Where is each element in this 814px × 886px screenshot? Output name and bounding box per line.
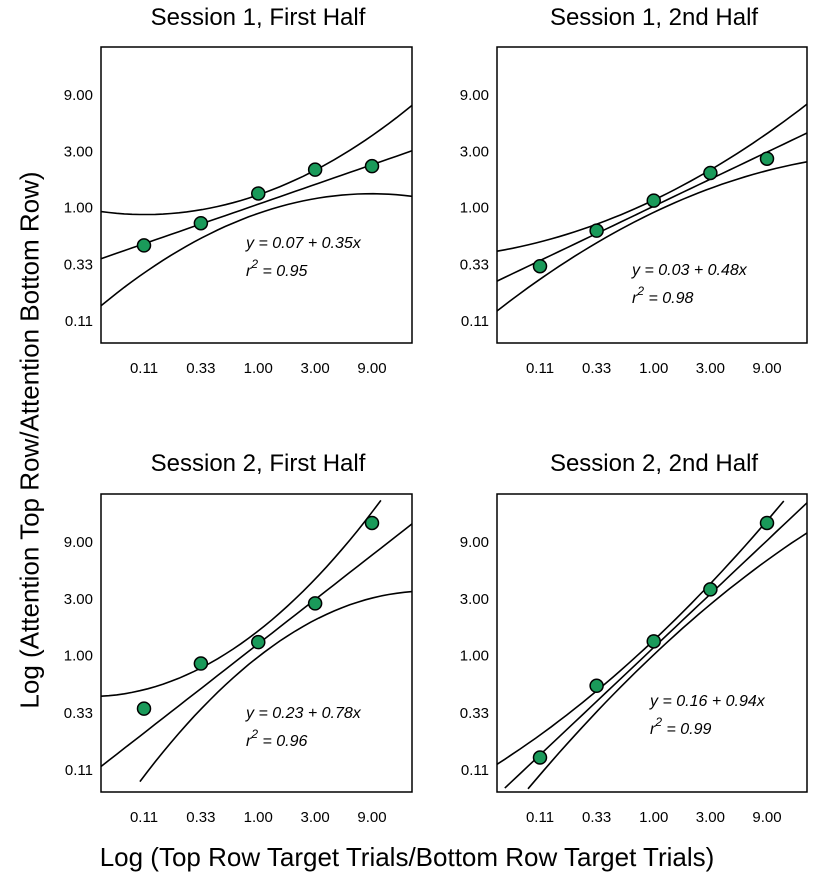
- panel-1-x-tick-label: 1.00: [244, 360, 273, 377]
- panel-1: 0.11 0.33 1.00 3.00 9.00 0.11 0.33 1.00 3.00 9.00…: [64, 46, 413, 377]
- panel-2-data-point: [589, 223, 604, 238]
- panel-3-x-tick-label: 1.00: [244, 809, 273, 826]
- panel-3-lower-band: [139, 590, 413, 783]
- panel-4-data-point: [589, 678, 604, 694]
- panel-2-data-point: [532, 258, 548, 274]
- panel-1-data-point: [251, 186, 266, 201]
- panel-4-y-tick-label: 0.33: [460, 705, 489, 722]
- panel-1-x-tick-label: 9.00: [357, 360, 386, 377]
- panel-4-x-tick-label: 3.00: [696, 809, 725, 826]
- panel-4-r-squared: r2 = 0.99: [650, 715, 711, 738]
- panel-4-x-tick-label: 0.11: [526, 809, 554, 826]
- panel-4-upper-band: [496, 500, 785, 765]
- panel-4-y-tick-label: 1.00: [460, 648, 489, 665]
- panel-3-r-squared: r2 = 0.96: [246, 727, 307, 750]
- panel-4-title: Session 2, 2nd Half: [549, 450, 759, 477]
- panel-4-equation: y = 0.16 + 0.94x: [649, 693, 766, 710]
- panel-4-data-point: [759, 515, 775, 531]
- panel-2-equation: y = 0.03 + 0.48x: [631, 262, 748, 279]
- panel-1-title: Session 1, First Half: [150, 4, 366, 31]
- panel-3-frame: [100, 493, 413, 793]
- panel-4-x-tick-label: 1.00: [639, 809, 668, 826]
- panel-3-x-tick-label: 3.00: [301, 809, 330, 826]
- panel-3-data-point: [193, 656, 209, 671]
- panel-1-data-point: [364, 158, 380, 174]
- panel-2-x-tick-label: 3.00: [696, 360, 725, 377]
- panel-2-data-point: [646, 193, 662, 208]
- panel-2-x-tick-label: 0.11: [526, 360, 554, 377]
- panel-1-x-tick-label: 3.00: [301, 360, 330, 377]
- panel-2-lower-band: [496, 161, 808, 312]
- panel-1-lower-band: [100, 192, 413, 307]
- panel-3-equation: y = 0.23 + 0.78x: [245, 705, 362, 722]
- panel-1-equation: y = 0.07 + 0.35x: [245, 235, 362, 252]
- panel-2-upper-band: [496, 103, 808, 252]
- panel-3-y-tick-label: 9.00: [64, 534, 93, 551]
- panel-4-y-tick-label: 3.00: [460, 591, 489, 608]
- panel-2: 0.11 0.33 1.00 3.00 9.00 0.11 0.33 1.00 3.00 9.00…: [460, 46, 808, 377]
- panel-3: 0.11 0.33 1.00 3.00 9.00 0.11 0.33 1.00 3.00 9.00…: [64, 493, 413, 826]
- panel-4-data-point: [703, 582, 718, 597]
- panel-1-y-tick-label: 0.33: [64, 257, 93, 274]
- panel-3-y-tick-label: 0.33: [64, 705, 93, 722]
- panel-3-x-tick-label: 0.33: [186, 809, 215, 826]
- panel-3-y-tick-label: 1.00: [64, 648, 93, 665]
- panel-2-y-tick-label: 0.11: [461, 313, 489, 330]
- panel-2-y-tick-label: 9.00: [460, 87, 489, 104]
- panel-3-upper-band: [100, 499, 382, 697]
- panel-2-data-point: [703, 165, 718, 181]
- panel-4: 0.11 0.33 1.00 3.00 9.00 0.11 0.33 1.00 3.00 9.00…: [460, 493, 808, 826]
- panel-2-frame: [496, 46, 808, 344]
- panel-3-y-tick-label: 0.11: [65, 762, 93, 779]
- panel-3-data-point: [307, 596, 323, 611]
- panel-4-y-tick-label: 0.11: [461, 762, 489, 779]
- panel-3-x-tick-label: 9.00: [357, 809, 386, 826]
- panel-3-data-point: [364, 515, 380, 531]
- panel-4-data-point: [532, 750, 548, 765]
- panel-2-r-squared: r2 = 0.98: [632, 284, 693, 307]
- panel-1-r-squared: r2 = 0.95: [246, 257, 307, 280]
- panel-3-title: Session 2, First Half: [150, 450, 366, 477]
- panel-1-data-point: [193, 215, 209, 231]
- panel-2-y-tick-label: 3.00: [460, 143, 489, 160]
- panel-1-y-tick-label: 3.00: [64, 143, 93, 160]
- panel-3-data-point: [136, 701, 152, 716]
- panel-3-data-point: [251, 634, 266, 650]
- panel-4-data-point: [646, 634, 662, 649]
- panel-4-lower-band: [527, 532, 808, 790]
- panel-1-frame: [100, 46, 413, 344]
- panel-4-frame: [496, 493, 808, 793]
- panel-4-x-tick-label: 9.00: [752, 809, 781, 826]
- panel-2-x-tick-label: 9.00: [752, 360, 781, 377]
- panel-3-y-tick-label: 3.00: [64, 591, 93, 608]
- panel-1-y-tick-label: 9.00: [64, 87, 93, 104]
- x-axis-label: Log (Top Row Target Trials/Bottom Row Ta…: [99, 842, 715, 872]
- panel-1-y-tick-label: 0.11: [65, 313, 93, 330]
- panel-4-x-tick-label: 0.33: [582, 809, 611, 826]
- panel-2-y-tick-label: 0.33: [460, 257, 489, 274]
- panel-2-y-tick-label: 1.00: [460, 200, 489, 217]
- panel-4-y-tick-label: 9.00: [460, 534, 489, 551]
- panel-1-data-point: [307, 162, 323, 177]
- panel-2-x-tick-label: 0.33: [582, 360, 611, 377]
- panel-1-x-tick-label: 0.33: [186, 360, 215, 377]
- panel-1-y-tick-label: 1.00: [64, 200, 93, 217]
- panel-2-data-point: [759, 151, 775, 166]
- panel-3-x-tick-label: 0.11: [130, 809, 158, 826]
- panel-1-regression-line: [100, 150, 413, 260]
- panel-1-data-point: [136, 238, 152, 253]
- panel-1-x-tick-label: 0.11: [130, 360, 158, 377]
- panel-2-x-tick-label: 1.00: [639, 360, 668, 377]
- panel-2-title: Session 1, 2nd Half: [549, 4, 759, 31]
